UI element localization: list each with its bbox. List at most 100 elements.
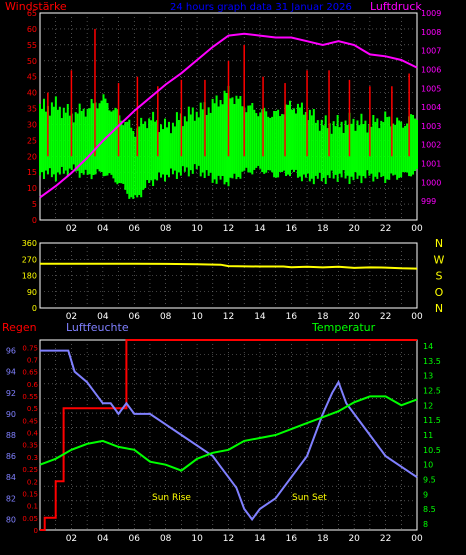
dir-tick-0: 0 [32,304,37,313]
rain-tick-0.2: 0.2 [27,478,38,486]
pressure-tick-1001: 1001 [421,160,441,169]
wind-tick-45: 45 [27,73,37,82]
temp-tick-8.5: 8.5 [423,505,436,514]
dir-tick-360: 360 [22,239,37,248]
humidity-tick-92: 92 [6,389,16,398]
pressure-tick-1003: 1003 [421,122,441,131]
rain-tick-0: 0 [34,527,38,535]
rain-tick-0.05: 0.05 [22,515,38,523]
dir-x-tick-08: 08 [160,312,172,322]
humidity-axis-ticks: 80 82 84 86 88 90 92 94 96 [6,347,16,525]
temp-tick-12: 12 [423,401,433,410]
rain-tick-0.35: 0.35 [22,442,38,450]
wind-x-tick-20: 20 [348,224,360,234]
pressure-tick-1000: 1000 [421,178,441,187]
wind-tick-20: 20 [27,152,37,161]
climate-x-tick-20: 20 [348,534,360,544]
wind-tick-15: 15 [27,168,37,177]
dir-x-tick-10: 10 [191,312,203,322]
dir-tick-180: 180 [22,272,37,281]
compass-3: O [435,286,444,299]
climate-x-tick-00: 00 [411,534,423,544]
rain-tick-0.45: 0.45 [22,417,38,425]
climate-x-tick-08: 08 [160,534,172,544]
pressure-tick-999: 999 [421,197,436,206]
rain-tick-0.65: 0.65 [22,369,38,377]
wind-tick-30: 30 [27,120,37,129]
climate-x-tick-18: 18 [317,534,329,544]
climate-x-tick-04: 04 [97,534,109,544]
dir-x-tick-18: 18 [317,312,329,322]
dir-x-tick-06: 06 [129,312,141,322]
humidity-tick-88: 88 [6,431,16,440]
wind-x-tick-06: 06 [129,224,141,234]
rain-tick-0.15: 0.15 [22,490,38,498]
temp-tick-13: 13 [423,372,433,381]
compass-1: W [434,253,445,266]
wind-x-tick-14: 14 [254,224,266,234]
dir-tick-270: 270 [22,255,37,264]
direction-line [40,262,418,270]
wind-x-tick-18: 18 [317,224,329,234]
climate-x-tick-12: 12 [223,534,234,544]
direction-grid [40,243,417,308]
wind-time-axis-ticks: 02 04 06 08 10 12 14 16 18 20 22 00 [66,224,423,234]
pressure-axis-ticks: 999 1000 1001 1002 1003 1004 1005 1006 1007 1008 1… [421,9,441,206]
wind-speed-series [39,85,418,199]
pressure-axis-label: Luftdruck [370,0,422,13]
compass-2: S [436,270,443,283]
rain-axis-ticks: 0 0.05 0.1 0.15 0.2 0.25 0.3 0.35 0.4 0.45 0.5 0.55… [22,344,38,535]
dir-x-tick-16: 16 [286,312,298,322]
wind-x-tick-04: 04 [97,224,109,234]
climate-time-axis-ticks: 02 04 06 08 10 12 14 16 18 20 22 00 [66,534,423,544]
pressure-tick-1004: 1004 [421,103,441,112]
wind-x-tick-00: 00 [411,224,423,234]
pressure-tick-1009: 1009 [421,9,441,18]
wind-tick-50: 50 [27,57,37,66]
sun-rise-annotation: Sun Rise [152,493,191,503]
humidity-line [40,349,418,522]
rain-tick-0.3: 0.3 [27,454,38,462]
temp-tick-12.5: 12.5 [423,386,441,395]
rain-tick-0.1: 0.1 [27,503,38,511]
wind-x-tick-10: 10 [191,224,203,234]
chart-title: 24 hours graph data 31 Januar 2026 [170,2,352,13]
humidity-tick-86: 86 [6,452,16,461]
dir-x-tick-12: 12 [223,312,234,322]
temperature-axis-ticks: 8 8.5 9 9.5 10 10.5 11 11.5 12 12.5 13 13.5 14 [423,342,441,529]
pressure-tick-1007: 1007 [421,47,441,56]
temperature-line [39,395,418,472]
wind-axis-ticks: 0 5 10 15 20 25 30 35 40 45 50 55 60 65 [27,9,37,225]
wind-tick-0: 0 [32,216,37,225]
climate-x-tick-02: 02 [66,534,77,544]
humidity-tick-84: 84 [6,473,16,482]
wind-tick-25: 25 [27,136,37,145]
dir-x-tick-02: 02 [66,312,77,322]
climate-x-tick-10: 10 [191,534,203,544]
sun-set-annotation: Sun Set [292,493,327,503]
temp-tick-11: 11 [423,431,433,440]
rain-tick-0.5: 0.5 [27,405,38,413]
pressure-tick-1008: 1008 [421,28,441,37]
pressure-tick-1002: 1002 [421,141,441,150]
climate-x-tick-06: 06 [129,534,141,544]
humidity-tick-94: 94 [6,368,16,377]
humidity-tick-90: 90 [6,410,16,419]
rain-label: Regen [2,321,37,334]
rain-tick-0.75: 0.75 [22,344,38,352]
temp-tick-13.5: 13.5 [423,357,441,366]
gust-series [47,28,410,157]
rain-line [40,339,417,531]
humidity-tick-96: 96 [6,347,16,356]
wind-tick-35: 35 [27,105,37,114]
wind-tick-65: 65 [27,9,37,18]
temp-tick-14: 14 [423,342,433,351]
wind-x-tick-16: 16 [286,224,298,234]
climate-plot-area [39,339,418,531]
rain-tick-0.55: 0.55 [22,393,38,401]
dir-x-tick-00: 00 [411,312,423,322]
humidity-label: Luftfeuchte [66,321,129,334]
pressure-line [39,32,418,199]
